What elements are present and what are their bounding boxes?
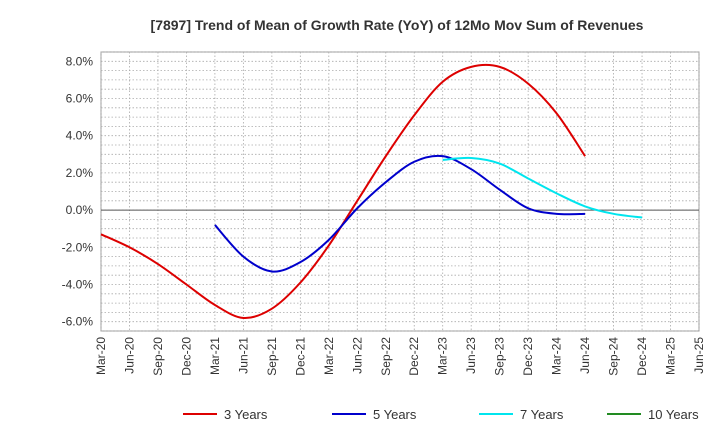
y-tick-label: 0.0%	[66, 203, 94, 217]
x-tick-label: Sep-21	[265, 337, 279, 376]
x-tick-label: Dec-22	[407, 337, 421, 376]
axes: -6.0% -4.0% -2.0% 0.0% 2.0% 4.0% 6.0% 8.0% Mar-2…	[62, 54, 706, 375]
legend-label-7-years: 7 Years	[520, 407, 564, 422]
y-tick-label: -2.0%	[62, 240, 94, 254]
x-tick-label: Dec-21	[293, 337, 307, 376]
y-tick-label: -4.0%	[62, 278, 94, 292]
series-lines	[100, 63, 643, 319]
x-tick-label: Sep-20	[151, 337, 165, 376]
series-line-7-years	[442, 156, 643, 219]
y-tick-label: -6.0%	[62, 315, 94, 329]
y-tick-label: 4.0%	[66, 129, 94, 143]
y-tick-label: 2.0%	[66, 166, 94, 180]
x-tick-label: Jun-20	[122, 337, 136, 374]
legend-label-3-years: 3 Years	[224, 407, 268, 422]
x-tick-label: Jun-23	[464, 337, 478, 374]
x-tick-label: Mar-23	[436, 337, 450, 375]
x-tick-label: Mar-25	[664, 337, 678, 375]
x-tick-label: Jun-25	[692, 337, 706, 374]
x-tick-label: Mar-20	[94, 337, 108, 375]
series-line-5-years	[214, 154, 586, 273]
x-tick-label: Mar-21	[208, 337, 222, 375]
x-tick-label: Dec-20	[179, 337, 193, 376]
x-tick-label: Sep-22	[379, 337, 393, 376]
x-tick-label: Mar-24	[550, 337, 564, 375]
x-tick-label: Sep-24	[607, 337, 621, 376]
chart-title: [7897] Trend of Mean of Growth Rate (YoY…	[151, 17, 644, 33]
y-tick-label: 6.0%	[66, 92, 94, 106]
legend: 3 Years 5 Years 7 Years 10 Years	[183, 407, 699, 422]
x-tick-label: Jun-22	[350, 337, 364, 374]
x-tick-label: Dec-23	[521, 337, 535, 376]
x-tick-label: Dec-24	[635, 337, 649, 376]
legend-label-10-years: 10 Years	[648, 407, 699, 422]
x-tick-label: Jun-24	[578, 337, 592, 374]
grid-lines	[100, 51, 700, 332]
legend-label-5-years: 5 Years	[373, 407, 417, 422]
x-tick-label: Jun-21	[236, 337, 250, 374]
y-tick-label: 8.0%	[66, 54, 94, 68]
x-tick-label: Sep-23	[493, 337, 507, 376]
x-tick-label: Mar-22	[322, 337, 336, 375]
